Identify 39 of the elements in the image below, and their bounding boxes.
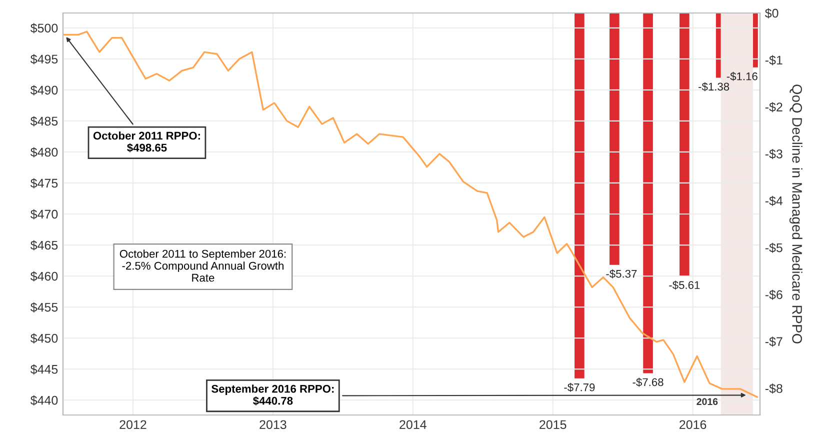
y-tick-label: $445 xyxy=(30,364,58,374)
y2-tick-label: -$1 xyxy=(765,55,782,66)
y-tick-label: $460 xyxy=(30,271,58,282)
y2-tick-label: -$6 xyxy=(765,290,782,300)
x-tick-label: 2016 xyxy=(680,420,706,430)
y-tick-label: $475 xyxy=(30,178,58,188)
annotation: October 2011 RPPO: $498.65 xyxy=(93,131,200,152)
x-tick-label: 2015 xyxy=(540,420,566,430)
y-tick-label: $490 xyxy=(30,85,58,96)
y2-tick-label: -$7 xyxy=(765,336,782,347)
data-label: -$5.61 xyxy=(669,280,700,290)
annotation: September 2016 RPPO: $440.78 xyxy=(212,384,334,406)
y-tick-label: $470 xyxy=(30,209,58,220)
y-tick-label: $480 xyxy=(30,147,58,158)
annotation: October 2011 to September 2016: -2.5% Compound Annual Growth Rate xyxy=(120,250,286,282)
y-tick-label: $500 xyxy=(30,23,58,34)
y2-tick-label: -$8 xyxy=(765,384,782,394)
data-label: -$7.79 xyxy=(564,382,595,392)
x-tick-label: 2012 xyxy=(120,420,146,430)
line-series xyxy=(64,30,758,398)
y-tick-label: $440 xyxy=(30,395,58,406)
y-tick-label: $485 xyxy=(30,116,58,126)
y-tick-label: $450 xyxy=(30,333,58,344)
data-label: -$5.37 xyxy=(606,269,637,278)
y2-tick-label: -$2 xyxy=(765,102,782,112)
y2-axis-title: QoQ Decline in Managed Medicare RPPO xyxy=(789,84,802,344)
y-tick-label: $495 xyxy=(30,54,58,64)
x-tick-label: 2013 xyxy=(260,420,286,430)
data-label: -$1.16 xyxy=(726,72,758,81)
data-label: -$7.68 xyxy=(632,378,664,387)
band-label: 2016 xyxy=(696,398,718,406)
y2-tick-label: -$4 xyxy=(765,196,783,206)
y2-tick-label: $0 xyxy=(764,8,778,18)
y2-tick-label: -$3 xyxy=(765,149,782,160)
y-tick-label: $465 xyxy=(30,240,58,250)
y-tick-label: $455 xyxy=(30,302,58,312)
y2-tick-label: -$5 xyxy=(765,242,782,253)
x-tick-label: 2014 xyxy=(400,420,426,430)
data-label: -$1.38 xyxy=(698,82,730,92)
